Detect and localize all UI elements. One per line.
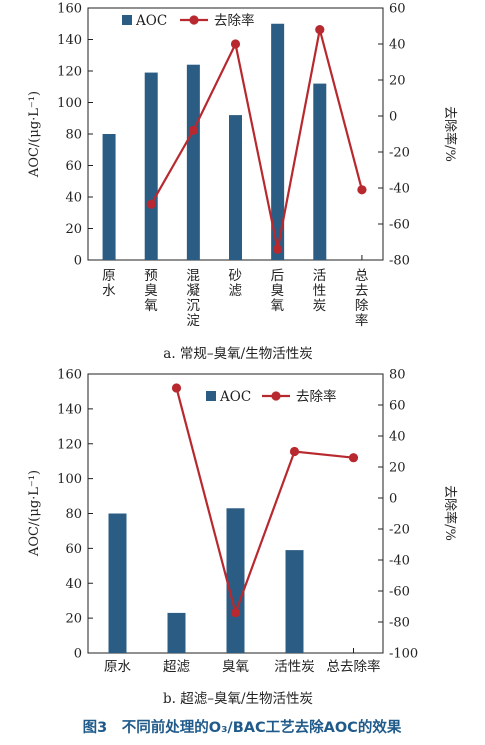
aoc-bar (229, 115, 242, 260)
legend-aoc-label: AOC (135, 13, 167, 29)
left-tick-label: 20 (65, 612, 82, 627)
aoc-bar (313, 83, 327, 260)
category-label: 活性炭 (274, 659, 315, 675)
right-tick-label: -20 (389, 146, 410, 161)
aoc-bar (108, 513, 127, 653)
removal-rate-point (171, 383, 182, 393)
right-tick-label: 20 (389, 74, 406, 89)
category-label: 总去除率 (355, 268, 369, 329)
legend-rate-label: 去除率 (296, 388, 337, 405)
left-tick-label: 120 (57, 437, 82, 452)
chart-a: 0 20 40 60 80 100 120 140 160 -80 -60 -40 -20 0 20 40 60… (27, 2, 458, 330)
aoc-bar (186, 64, 200, 260)
aoc-bar (285, 550, 304, 653)
legend-aoc-swatch (122, 15, 132, 25)
category-label: 混凝沉淀 (186, 268, 200, 329)
left-tick-label: 120 (57, 65, 82, 80)
removal-rate-point (357, 185, 367, 195)
legend-aoc-label: AOC (219, 389, 251, 405)
removal-rate-point (230, 39, 241, 49)
category-label: 预臭氧 (144, 268, 158, 314)
left-tick-label: 100 (57, 96, 82, 111)
right-tick-label: -60 (389, 218, 410, 233)
legend-aoc-swatch (206, 391, 216, 401)
category-label: 超滤 (163, 659, 190, 675)
right-tick-label: 60 (389, 399, 406, 414)
right-tick-label: -20 (389, 523, 410, 538)
legend-rate-marker (189, 15, 199, 25)
right-tick-label: -40 (389, 182, 410, 197)
legend-rate-label: 去除率 (214, 12, 255, 29)
right-tick-label: -60 (389, 585, 410, 600)
right-tick-label: -80 (389, 616, 410, 631)
aoc-bar (102, 134, 116, 260)
chart-b: 0 20 40 60 80 100 120 140 160 -100 -80 -60 -40 -20 0 20… (27, 368, 458, 676)
left-tick-label: 60 (65, 542, 82, 557)
left-tick-label: 40 (65, 577, 82, 592)
right-tick-label: 40 (389, 38, 406, 53)
removal-rate-point (315, 25, 325, 35)
left-tick-label: 160 (57, 368, 82, 383)
category-label: 砂滤 (229, 268, 243, 299)
right-tick-label: -100 (389, 647, 418, 662)
category-label: 臭氧 (222, 659, 249, 675)
aoc-bar (226, 508, 245, 653)
right-tick-label: 40 (389, 430, 406, 445)
left-tick-label: 0 (74, 254, 82, 269)
left-tick-label: 80 (65, 507, 82, 522)
y-axis-left-title: AOC/(μg·L⁻¹) (27, 470, 42, 557)
category-label: 原水 (102, 268, 116, 299)
right-tick-label: 60 (389, 2, 406, 17)
aoc-bar (144, 72, 158, 260)
right-tick-label: -80 (389, 254, 410, 269)
removal-rate-point (230, 608, 241, 618)
right-tick-label: 0 (389, 110, 397, 125)
removal-rate-point (348, 453, 359, 463)
y-axis-right-title: 去除率/% (442, 485, 458, 541)
right-tick-label: 20 (389, 461, 406, 476)
right-tick-label: 0 (389, 492, 397, 507)
left-tick-label: 60 (65, 159, 82, 174)
left-tick-label: 80 (65, 128, 82, 143)
aoc-bar (271, 23, 285, 260)
category-label: 原水 (104, 659, 131, 675)
removal-rate-line (175, 387, 354, 617)
left-tick-label: 40 (65, 191, 82, 206)
y-axis-left-title: AOC/(μg·L⁻¹) (27, 91, 42, 178)
aoc-bar (167, 612, 186, 653)
removal-rate-point (188, 125, 198, 135)
left-tick-label: 140 (57, 33, 82, 48)
subtitle-b: b. 超滤–臭氧/生物活性炭 (163, 691, 313, 707)
legend-rate-marker (271, 391, 281, 401)
category-label: 活性炭 (313, 268, 327, 314)
figure-caption: 图3 不同前处理的O₃/BAC工艺去除AOC的效果 (83, 718, 402, 736)
left-tick-label: 140 (57, 402, 82, 417)
subtitle-a: a. 常规–臭氧/生物活性炭 (163, 346, 312, 362)
removal-rate-line (150, 29, 363, 250)
removal-rate-point (289, 446, 300, 457)
y-axis-right-title: 去除率/% (442, 106, 458, 162)
removal-rate-point (146, 199, 156, 209)
right-tick-label: 80 (389, 368, 406, 383)
left-tick-label: 100 (57, 472, 82, 487)
left-tick-label: 0 (74, 647, 82, 662)
left-tick-label: 20 (65, 222, 82, 237)
removal-rate-point (273, 244, 283, 254)
right-tick-label: -40 (389, 554, 410, 569)
category-label: 总去除率 (327, 658, 381, 675)
left-tick-label: 160 (57, 2, 82, 17)
category-label: 后臭氧 (271, 268, 285, 314)
